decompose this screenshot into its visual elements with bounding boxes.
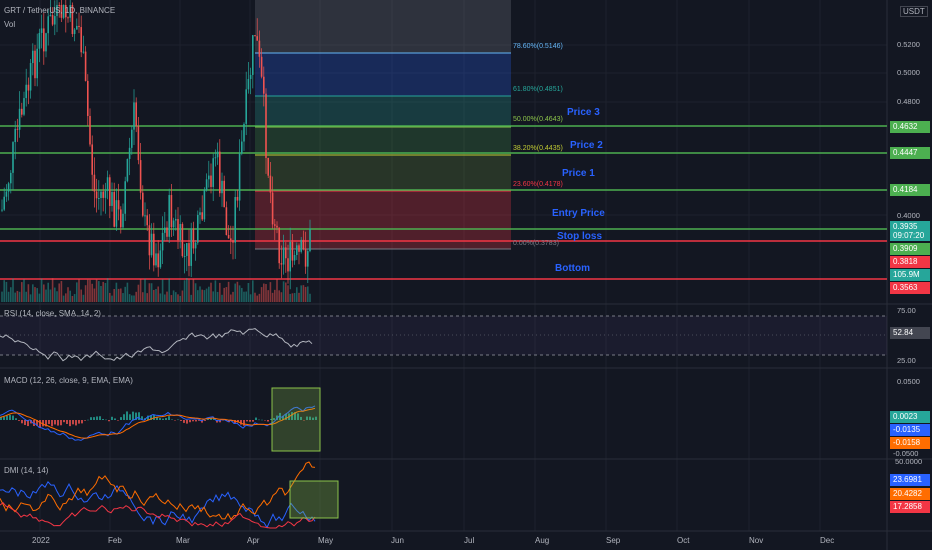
price-tag-entry: 0.3909 [890, 243, 930, 255]
adx-line [0, 502, 316, 529]
fib-zone-618 [255, 96, 511, 127]
fib-zone-50 [255, 127, 511, 155]
currency-selector[interactable]: USDT [900, 6, 928, 17]
macd-signal-tag: -0.0158 [890, 437, 930, 449]
price-tag-price-1: 0.4184 [890, 184, 930, 196]
fib-label-236: 23.60%(0.4178) [513, 181, 563, 188]
fib-zone-top [255, 0, 511, 53]
rsi-value-tag: 52.84 [890, 327, 930, 339]
price-tag-stop: 0.3818 [890, 256, 930, 268]
price-tag-last: 0.3935 09:07:20 [890, 221, 930, 241]
dmi-minus-line [0, 461, 316, 521]
time-axis-label: Jul [464, 536, 475, 545]
fib-retracement-tool[interactable] [255, 0, 511, 250]
time-axis-label: May [318, 536, 334, 545]
fib-label-618: 61.80%(0.4851) [513, 86, 563, 93]
macd-legend[interactable]: MACD (12, 26, close, 9, EMA, EMA) [4, 376, 133, 385]
rsi-axis-label: 25.00 [897, 356, 916, 365]
annotation-price-1[interactable]: Price 1 [562, 168, 595, 179]
rsi-band [0, 316, 887, 355]
rsi-axis-label: 75.00 [897, 306, 916, 315]
dmi-plus-tag: 23.6981 [890, 474, 930, 486]
time-axis-label: Feb [108, 536, 122, 545]
fib-zone-236 [255, 191, 511, 249]
fib-zone-382 [255, 155, 511, 191]
price-tag-bottom: 0.3563 [890, 282, 930, 294]
adx-tag: 17.2858 [890, 501, 930, 513]
time-axis-label: Nov [749, 536, 764, 545]
time-axis-label: Jun [391, 536, 404, 545]
macd-highlight-box [271, 387, 321, 452]
symbol-title[interactable]: GRT / TetherUS, 1D, BINANCE [4, 6, 116, 15]
time-axis-label: Sep [606, 536, 621, 545]
macd-pane[interactable] [0, 387, 321, 452]
price-axis-label: 0.5200 [897, 40, 920, 49]
dmi-axis-label: 50.0000 [895, 457, 923, 466]
macd-axis-label: -0.0500 [893, 449, 919, 458]
time-axis-label: Mar [176, 536, 190, 545]
volume-legend[interactable]: Vol [4, 20, 16, 29]
fib-label-786: 78.60%(0.5146) [513, 43, 563, 50]
time-axis-label: Oct [677, 536, 690, 545]
macd-signal-line [0, 407, 316, 439]
dmi-highlight-box [289, 480, 339, 519]
price-tag-price-3: 0.4632 [890, 121, 930, 133]
dmi-minus-tag: 20.4282 [890, 488, 930, 500]
annotation-price-2[interactable]: Price 2 [570, 140, 603, 151]
annotation-bottom[interactable]: Bottom [555, 263, 590, 274]
candlesticks[interactable] [1, 0, 311, 290]
rsi-pane[interactable] [0, 315, 887, 362]
annotation-price-3[interactable]: Price 3 [567, 107, 600, 118]
last-price-value: 0.3935 [893, 222, 918, 231]
rsi-line [0, 328, 313, 362]
time-axis-label: 2022 [32, 536, 50, 545]
fib-label-0: 0.00%(0.3783) [513, 240, 559, 247]
fib-label-382: 38.20%(0.4435) [513, 145, 563, 152]
fib-label-50: 50.00%(0.4643) [513, 116, 563, 123]
time-axis-label: Dec [820, 536, 835, 545]
macd-line-tag: -0.0135 [890, 424, 930, 436]
dmi-pane[interactable] [0, 461, 339, 529]
price-tag-price-2: 0.4447 [890, 147, 930, 159]
annotation-stop-loss[interactable]: Stop loss [557, 231, 603, 242]
time-axis-label: Apr [247, 536, 260, 545]
price-axis-label: 0.4000 [897, 211, 920, 220]
price-axis-label: 0.5000 [897, 68, 920, 77]
volume-bars [1, 278, 311, 302]
dmi-legend[interactable]: DMI (14, 14) [4, 466, 49, 475]
fib-zone-786 [255, 53, 511, 96]
grid-lines [0, 0, 887, 531]
volume-tag: 105.9M [890, 269, 930, 281]
candle-countdown: 09:07:20 [893, 231, 925, 240]
annotation-entry-price[interactable]: Entry Price [552, 208, 605, 219]
rsi-legend[interactable]: RSI (14, close, SMA, 14, 2) [4, 309, 101, 318]
macd-axis-label: 0.0500 [897, 377, 920, 386]
macd-hist-tag: 0.0023 [890, 411, 930, 423]
horizontal-levels[interactable] [0, 125, 887, 280]
time-axis-label: Aug [535, 536, 550, 545]
price-axis-label: 0.4800 [897, 97, 920, 106]
